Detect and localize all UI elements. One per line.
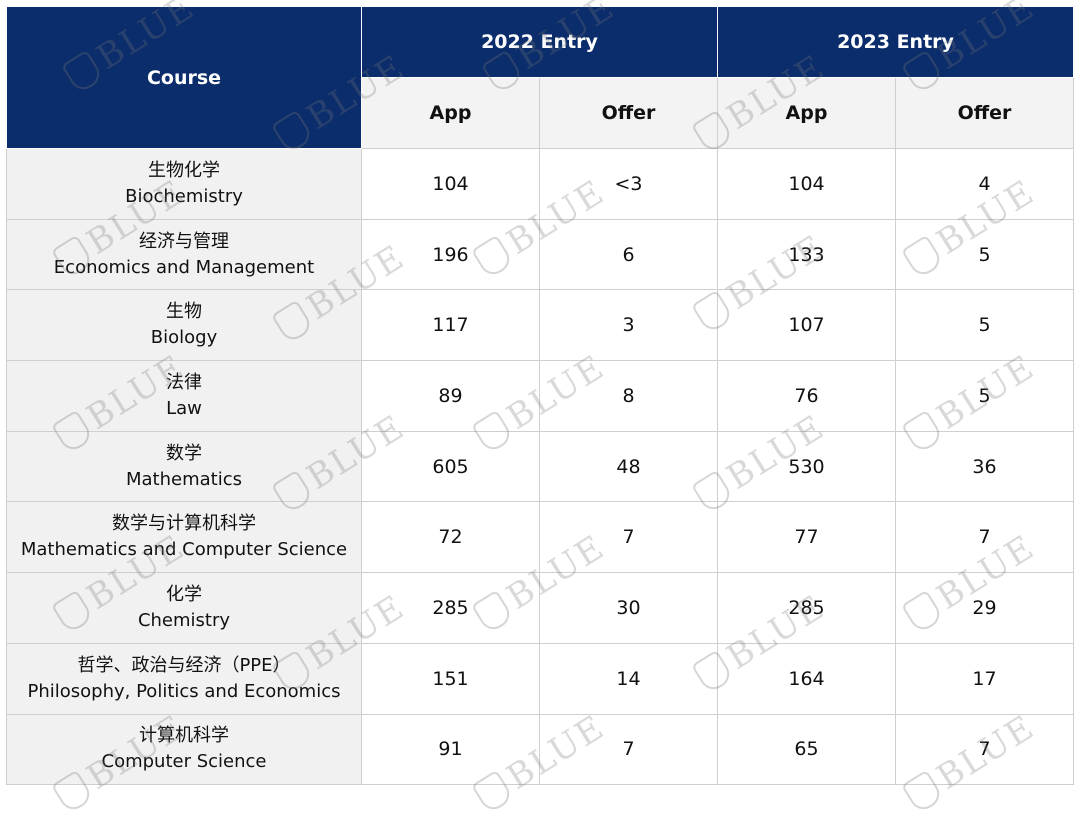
offer-2022-cell: <3 — [539, 148, 718, 220]
app-2022-cell: 605 — [361, 430, 540, 503]
app-2023-cell: 65 — [717, 713, 896, 786]
app-2022-cell: 196 — [361, 218, 540, 291]
offer-2023-cell: 7 — [895, 713, 1074, 786]
course-name-en: Biochemistry — [125, 185, 243, 207]
course-name-en: Law — [166, 397, 202, 419]
course-cell: 数学 Mathematics — [6, 430, 362, 503]
course-cell: 生物 Biology — [6, 289, 362, 362]
course-cell: 数学与计算机科学 Mathematics and Computer Science — [6, 501, 362, 574]
offer-2022-cell: 8 — [539, 360, 718, 432]
app-2023-cell: 107 — [717, 289, 896, 362]
course-name-cn: 生物化学 — [148, 159, 220, 181]
course-cell: 法律 Law — [6, 360, 362, 432]
app-2022-cell: 89 — [361, 360, 540, 432]
app-2022-cell: 151 — [361, 642, 540, 715]
offer-2022-cell: 48 — [539, 430, 718, 503]
offer-2022-cell: 30 — [539, 572, 718, 644]
table-row: 生物 Biology 117 3 107 5 — [6, 289, 1074, 362]
header-app-2023: App — [717, 77, 896, 149]
header-2023-entry: 2023 Entry — [717, 6, 1074, 78]
course-name-cn: 数学与计算机科学 — [112, 513, 256, 535]
course-name-cn: 数学 — [166, 442, 202, 464]
table-row: 数学与计算机科学 Mathematics and Computer Science… — [6, 501, 1074, 574]
app-2022-cell: 104 — [361, 148, 540, 220]
table-row: 经济与管理 Economics and Management 196 6 133 5 — [6, 218, 1074, 291]
table-row: 数学 Mathematics 605 48 530 36 — [6, 430, 1074, 503]
offer-2023-cell: 5 — [895, 218, 1074, 291]
app-2023-cell: 164 — [717, 642, 896, 715]
course-name-en: Chemistry — [137, 609, 231, 631]
table-row: 哲学、政治与经济（PPE） Philosophy, Politics and Ec… — [6, 642, 1074, 715]
app-2022-cell: 117 — [361, 289, 540, 362]
offer-2022-cell: 7 — [539, 501, 718, 574]
app-2023-cell: 285 — [717, 572, 896, 644]
offer-2023-cell: 29 — [895, 572, 1074, 644]
course-name-cn: 生物 — [166, 301, 202, 323]
offer-2023-cell: 17 — [895, 642, 1074, 715]
course-name-cn: 法律 — [166, 371, 202, 393]
offer-2023-cell: 4 — [895, 148, 1074, 220]
table-row: 生物化学 Biochemistry 104 <3 104 4 — [6, 148, 1074, 220]
offer-2022-cell: 7 — [539, 713, 718, 786]
app-2023-cell: 76 — [717, 360, 896, 432]
app-2023-cell: 530 — [717, 430, 896, 503]
header-2022-entry: 2022 Entry — [361, 6, 718, 78]
offer-2023-cell: 5 — [895, 289, 1074, 362]
course-name-en: Philosophy, Politics and Economics — [27, 680, 341, 702]
course-name-en: Mathematics — [126, 468, 242, 490]
app-2022-cell: 91 — [361, 713, 540, 786]
app-2022-cell: 72 — [361, 501, 540, 574]
app-2023-cell: 77 — [717, 501, 896, 574]
course-name-cn: 计算机科学 — [139, 725, 229, 747]
course-cell: 化学 Chemistry — [6, 572, 362, 644]
course-header: Course — [6, 6, 362, 149]
course-name-cn: 化学 — [166, 583, 202, 605]
course-cell: 哲学、政治与经济（PPE） Philosophy, Politics and Ec… — [6, 642, 362, 715]
offer-2022-cell: 14 — [539, 642, 718, 715]
table-row: 计算机科学 Computer Science 91 7 65 7 — [6, 713, 1074, 786]
offer-2023-cell: 7 — [895, 501, 1074, 574]
header-app-2022: App — [361, 77, 540, 149]
course-name-en: Computer Science — [101, 751, 267, 773]
table-row: 化学 Chemistry 285 30 285 29 — [6, 572, 1074, 644]
app-2023-cell: 104 — [717, 148, 896, 220]
course-cell: 计算机科学 Computer Science — [6, 713, 362, 786]
table-row: 法律 Law 89 8 76 5 — [6, 360, 1074, 432]
app-2023-cell: 133 — [717, 218, 896, 291]
course-name-cn: 哲学、政治与经济（PPE） — [77, 654, 291, 676]
offer-2022-cell: 6 — [539, 218, 718, 291]
admissions-table: Course 2022 Entry 2023 Entry App Offer A… — [6, 6, 1074, 786]
offer-2022-cell: 3 — [539, 289, 718, 362]
course-cell: 生物化学 Biochemistry — [6, 148, 362, 220]
header-offer-2022: Offer — [539, 77, 718, 149]
app-2022-cell: 285 — [361, 572, 540, 644]
offer-2023-cell: 5 — [895, 360, 1074, 432]
course-name-cn: 经济与管理 — [139, 230, 229, 252]
header-offer-2023: Offer — [895, 77, 1074, 149]
course-name-en: Economics and Management — [53, 256, 315, 278]
course-name-en: Biology — [150, 327, 218, 349]
offer-2023-cell: 36 — [895, 430, 1074, 503]
course-name-en: Mathematics and Computer Science — [20, 539, 348, 561]
course-cell: 经济与管理 Economics and Management — [6, 218, 362, 291]
